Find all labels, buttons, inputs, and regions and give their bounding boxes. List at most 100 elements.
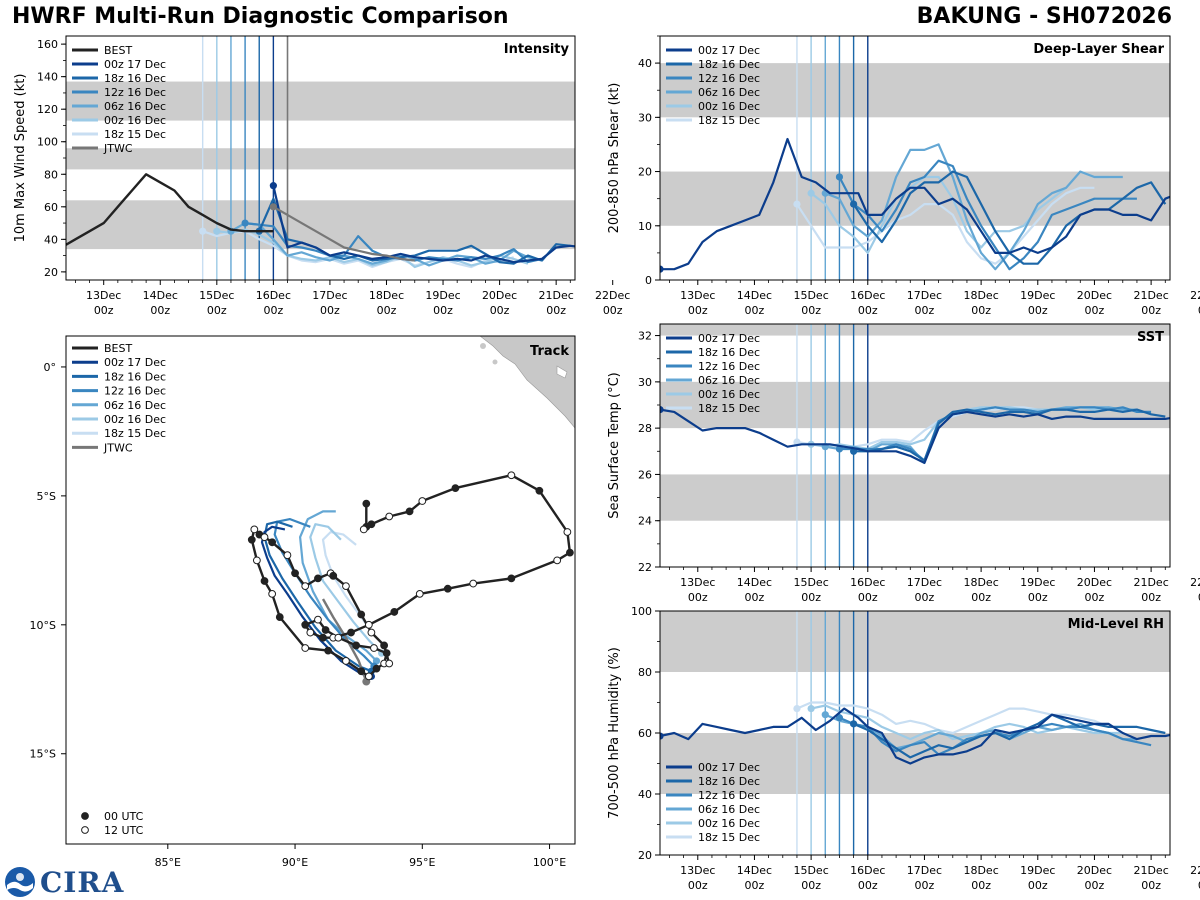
x-tick-hour-19dec: 00z — [1028, 591, 1048, 604]
x-tick-day-20dec: 20Dec — [1077, 576, 1112, 589]
legend-label-12z-16-dec: 12z 16 Dec — [698, 72, 760, 85]
island-1 — [480, 343, 486, 349]
legend-label-00z-16-dec: 00z 16 Dec — [104, 114, 166, 127]
y-tick-label-140: 140 — [37, 71, 58, 84]
x-tick-day-21dec: 21Dec — [1133, 864, 1168, 877]
y-tick-label-160: 160 — [37, 38, 58, 51]
x-tick-day-19dec: 19Dec — [1020, 289, 1055, 302]
legend-label-18z-15-dec: 18z 15 Dec — [104, 427, 166, 440]
legend-label-06z-16-dec: 06z 16 Dec — [104, 399, 166, 412]
x-tick-day-14dec: 14Dec — [737, 289, 772, 302]
best-track-fix-00utc — [443, 584, 452, 593]
y-tick-label-15-s: 15°S — [30, 748, 56, 761]
best-track-fix-12utc — [364, 620, 373, 629]
series-start-marker-12z-16-dec — [241, 219, 249, 227]
series-line-00z-17-dec — [272, 185, 575, 264]
panel-title-track: Track — [530, 344, 569, 359]
x-tick-day-16dec: 16Dec — [256, 289, 291, 302]
x-tick-day-18dec: 18Dec — [369, 289, 404, 302]
x-tick-hour-20dec: 00z — [490, 304, 510, 317]
series-start-marker-00z-17-dec — [660, 265, 664, 273]
best-track-fix-00utc — [291, 569, 299, 578]
figure-title: HWRF Multi-Run Diagnostic Comparison — [12, 4, 509, 29]
legend-label-jtwc: JTWC — [103, 441, 133, 454]
best-track-fix-12utc — [385, 659, 394, 668]
best-track-fix-00utc — [247, 535, 256, 544]
x-tick-hour-19dec: 00z — [1028, 304, 1048, 317]
x-tick-day-21dec: 21Dec — [1133, 289, 1168, 302]
y-tick-label-5-s: 5°S — [37, 490, 56, 503]
y-tick-label-40: 40 — [638, 57, 652, 70]
x-tick-hour-13dec: 00z — [688, 879, 708, 892]
legend-label-18z-15-dec: 18z 15 Dec — [104, 128, 166, 141]
x-tick-day-15dec: 15Dec — [793, 864, 828, 877]
best-track-fix-12utc — [342, 582, 350, 591]
legend-label-00z-17-dec: 00z 17 Dec — [698, 761, 760, 774]
x-tick-day-13dec: 13Dec — [680, 576, 715, 589]
y-tick-label-30: 30 — [638, 376, 652, 389]
series-start-marker-jtwc — [269, 203, 277, 211]
series-line-12z-16-dec — [838, 159, 1137, 271]
land-sumatra — [479, 336, 575, 429]
x-tick-hour-22dec: 00z — [1198, 304, 1200, 317]
marker-legend-symbol-00-utc — [81, 812, 89, 820]
legend-label-12z-16-dec: 12z 16 Dec — [698, 360, 760, 373]
y-tick-label-120: 120 — [37, 103, 58, 116]
y-tick-label-60: 60 — [44, 201, 58, 214]
x-tick-day-20dec: 20Dec — [1077, 289, 1112, 302]
plot-area — [247, 336, 575, 686]
track-line-00z-16-dec — [309, 523, 383, 654]
panel-title-rh: Mid-Level RH — [1068, 617, 1164, 632]
track-line-18z-15-dec — [321, 530, 385, 647]
legend-label-12z-16-dec: 12z 16 Dec — [104, 385, 166, 398]
best-track-fix-12utc — [469, 579, 478, 588]
x-tick-hour-16dec: 00z — [858, 879, 878, 892]
x-tick-hour-17dec: 00z — [915, 879, 935, 892]
y-tick-label-40: 40 — [44, 233, 58, 246]
series-start-marker-00z-16-dec — [807, 189, 815, 197]
series-line-06z-16-dec — [230, 222, 543, 267]
series-line-best — [66, 173, 274, 247]
series-start-marker-18z-15-dec — [793, 705, 801, 713]
x-tick-day-18dec: 18Dec — [963, 289, 998, 302]
best-track-fix-12utc — [370, 644, 378, 652]
legend-label-00z-16-dec: 00z 16 Dec — [104, 413, 166, 426]
shaded-band-2 — [66, 81, 575, 121]
track-line-18z-16-dec — [263, 520, 372, 673]
x-tick-hour-13dec: 00z — [688, 591, 708, 604]
best-track-fix-00utc — [507, 574, 516, 583]
sst-panel: 22 24 26 28 30 32 13Dec 00z 14Dec 00z 15Dec 00z 16De… — [607, 323, 1200, 604]
series-start-marker-12z-16-dec — [835, 173, 844, 181]
x-tick-day-15dec: 15Dec — [793, 289, 828, 302]
y-tick-label-24: 24 — [638, 515, 652, 528]
legend-label-06z-16-dec: 06z 16 Dec — [698, 374, 760, 387]
shaded-band-1 — [660, 611, 1170, 672]
series-start-marker-06z-16-dec — [821, 711, 829, 719]
best-track-fix-00utc — [314, 574, 322, 583]
x-tick-hour-14dec: 00z — [150, 304, 170, 317]
x-tick-day-22dec: 22Dec — [1190, 576, 1200, 589]
x-tick-hour-13dec: 00z — [94, 304, 114, 317]
series-line-18z-15-dec — [202, 230, 515, 269]
series-line-18z-15-dec — [795, 186, 1095, 265]
legend-label-00z-17-dec: 00z 17 Dec — [104, 356, 166, 369]
best-track-fix-00utc — [390, 608, 399, 616]
shaded-band-1 — [66, 148, 575, 170]
y-tick-label-100: 100 — [37, 136, 58, 149]
x-tick-day-20dec: 20Dec — [482, 289, 517, 302]
x-tick-day-15dec: 15Dec — [793, 576, 828, 589]
best-track-fix-00utc — [535, 486, 544, 495]
x-tick-hour-18dec: 00z — [377, 304, 397, 317]
shaded-band-2 — [660, 324, 1170, 336]
series-line-00z-17-dec — [660, 137, 1170, 271]
x-tick-day-13dec: 13Dec — [680, 864, 715, 877]
series-start-marker-18z-16-dec — [850, 200, 858, 208]
x-tick-day-16dec: 16Dec — [850, 864, 885, 877]
noaa-emblem-icon — [5, 867, 35, 897]
best-track-fix-12utc — [301, 582, 310, 591]
y-tick-label-20: 20 — [44, 266, 58, 279]
series-start-marker-00z-17-dec — [660, 406, 664, 414]
axes-frame — [65, 335, 576, 845]
x-tick-hour-17dec: 00z — [915, 591, 935, 604]
series-start-marker-18z-15-dec — [199, 227, 207, 235]
